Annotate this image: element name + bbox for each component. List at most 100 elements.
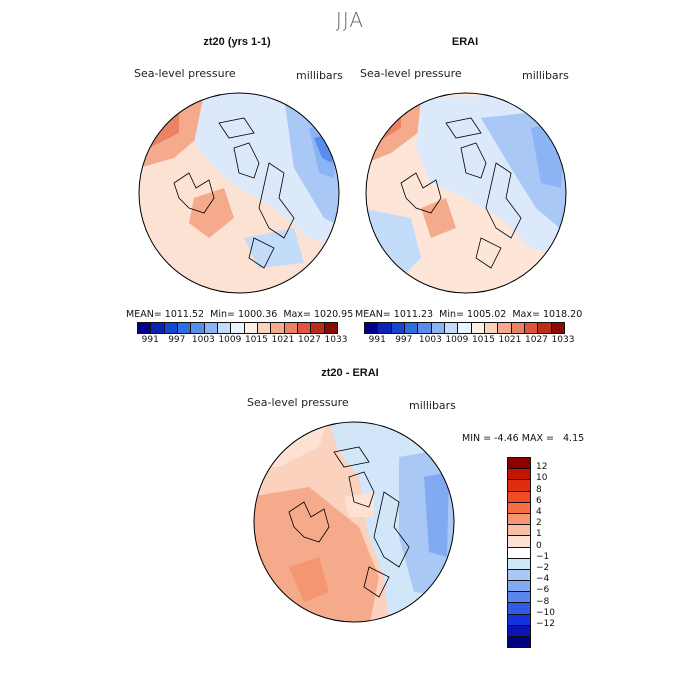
colorbar-tick-label: 2 (536, 518, 542, 529)
colorbar-tick-label: 1009 (218, 335, 242, 345)
colorbar-swatch (508, 513, 530, 526)
colorbar-swatch (431, 323, 445, 333)
colorbar-tick-label: 1021 (498, 335, 522, 345)
colorbar-swatch (244, 323, 258, 333)
colorbar-swatch (511, 323, 525, 333)
panel-2-min-label: Min= (439, 309, 464, 320)
colorbar-tick-label: 1033 (551, 335, 575, 345)
colorbar-swatch (418, 323, 432, 333)
panel-2-max-label: Max= (512, 309, 540, 320)
colorbar-swatch (508, 547, 530, 559)
colorbar-swatch (498, 323, 512, 333)
panel-1-max-value: 1020.95 (313, 309, 354, 320)
colorbar-swatch (257, 323, 272, 333)
panel-1-colorbar-labels: 991 997 1003 1009 1015 1021 1027 1033 (137, 335, 348, 347)
colorbar-tick-label: −6 (536, 585, 550, 596)
panel-1-polar-map (138, 92, 340, 294)
colorbar-swatch (164, 323, 178, 333)
colorbar-swatch (177, 323, 192, 333)
colorbar-swatch (508, 625, 530, 637)
panel-1-mean-label: MEAN= (126, 309, 162, 320)
colorbar-swatch (365, 323, 379, 333)
colorbar-swatch (191, 323, 205, 333)
colorbar-tick-label: −12 (536, 619, 555, 629)
colorbar-tick-label: 1033 (324, 335, 348, 345)
colorbar-swatch (508, 569, 530, 582)
panel-1-colorbar (137, 322, 338, 334)
panel-2-units-label: millibars (522, 69, 569, 82)
diff-max-value: 4.15 (563, 433, 585, 444)
colorbar-swatch (378, 323, 392, 333)
panel-2-mean-label: MEAN= (355, 309, 391, 320)
colorbar-tick-label: 1009 (445, 335, 469, 345)
colorbar-tick-label: −2 (536, 563, 550, 573)
colorbar-tick-label: 1021 (271, 335, 295, 345)
colorbar-tick-label: 1 (536, 529, 542, 540)
colorbar-tick-label: −10 (536, 607, 555, 618)
panel-1-max-label: Max= (283, 309, 311, 320)
colorbar-swatch (284, 323, 298, 333)
colorbar-swatch (484, 323, 499, 333)
diff-minmax: MIN = -4.46 MAX = 4.15 (462, 433, 584, 444)
colorbar-swatch (271, 323, 285, 333)
panel-1-mean-value: 1011.52 (164, 309, 205, 320)
panel-2-colorbar-labels: 991 997 1003 1009 1015 1021 1027 1033 (364, 335, 575, 347)
diff-polar-map (253, 421, 455, 623)
season-title: JJA (335, 8, 365, 32)
colorbar-swatch (231, 323, 245, 333)
colorbar-tick-label: 6 (536, 495, 542, 506)
colorbar-tick-label: 0 (536, 540, 542, 551)
panel-2-field-label: Sea-level pressure (360, 67, 462, 80)
colorbar-swatch (508, 525, 530, 537)
colorbar-tick-label: 997 (395, 335, 413, 345)
colorbar-swatch (508, 469, 530, 481)
colorbar-tick-label: 991 (141, 335, 159, 345)
colorbar-tick-label: 1027 (525, 335, 548, 345)
colorbar-swatch (138, 323, 152, 333)
colorbar-swatch (508, 637, 530, 648)
diff-min-label: MIN = (462, 433, 492, 444)
colorbar-tick-label: 12 (536, 462, 548, 473)
colorbar-swatch (404, 323, 419, 333)
colorbar-tick-label: 1015 (244, 335, 268, 345)
colorbar-swatch (311, 323, 325, 333)
panel-2-colorbar (364, 322, 565, 334)
diff-field-label: Sea-level pressure (247, 396, 349, 409)
colorbar-tick-label: 4 (536, 507, 542, 517)
colorbar-swatch (324, 323, 337, 333)
colorbar-swatch (508, 480, 530, 492)
colorbar-swatch (217, 323, 232, 333)
colorbar-tick-label: −4 (536, 574, 550, 585)
diff-colorbar-labels: 12 10 8 6 4 2 1 0 −1 −2 −4 −6 −8 −10 −12 (536, 457, 576, 637)
colorbar-swatch (508, 458, 530, 470)
colorbar-swatch (444, 323, 459, 333)
colorbar-swatch (508, 502, 530, 514)
panel-1-min-label: Min= (210, 309, 235, 320)
colorbar-swatch (471, 323, 485, 333)
colorbar-swatch (508, 614, 530, 626)
colorbar-swatch (508, 592, 530, 604)
colorbar-swatch (391, 323, 405, 333)
diff-units-label: millibars (409, 399, 456, 412)
colorbar-swatch (508, 603, 530, 615)
diff-title: zt20 - ERAI (321, 367, 379, 379)
colorbar-swatch (508, 536, 530, 548)
panel-2-title: ERAI (451, 36, 479, 48)
panel-2-max-value: 1018.20 (542, 309, 583, 320)
colorbar-swatch (508, 558, 530, 570)
colorbar-tick-label: 8 (536, 484, 542, 495)
panel-2-polar-map (365, 92, 567, 294)
colorbar-tick-label: 10 (536, 473, 548, 484)
diff-max-label: MAX = (521, 433, 554, 444)
panel-1-stats: MEAN= 1011.52 Min= 1000.36 Max= 1020.95 (126, 309, 353, 320)
colorbar-tick-label: 1003 (191, 335, 215, 345)
colorbar-swatch (204, 323, 218, 333)
diff-min-value: -4.46 (494, 433, 519, 444)
panel-2-mean-value: 1011.23 (393, 309, 434, 320)
colorbar-tick-label: 991 (368, 335, 386, 345)
colorbar-tick-label: 1003 (418, 335, 442, 345)
colorbar-tick-label: −8 (536, 596, 550, 607)
colorbar-swatch (297, 323, 312, 333)
panel-1-field-label: Sea-level pressure (134, 67, 236, 80)
colorbar-swatch (551, 323, 564, 333)
